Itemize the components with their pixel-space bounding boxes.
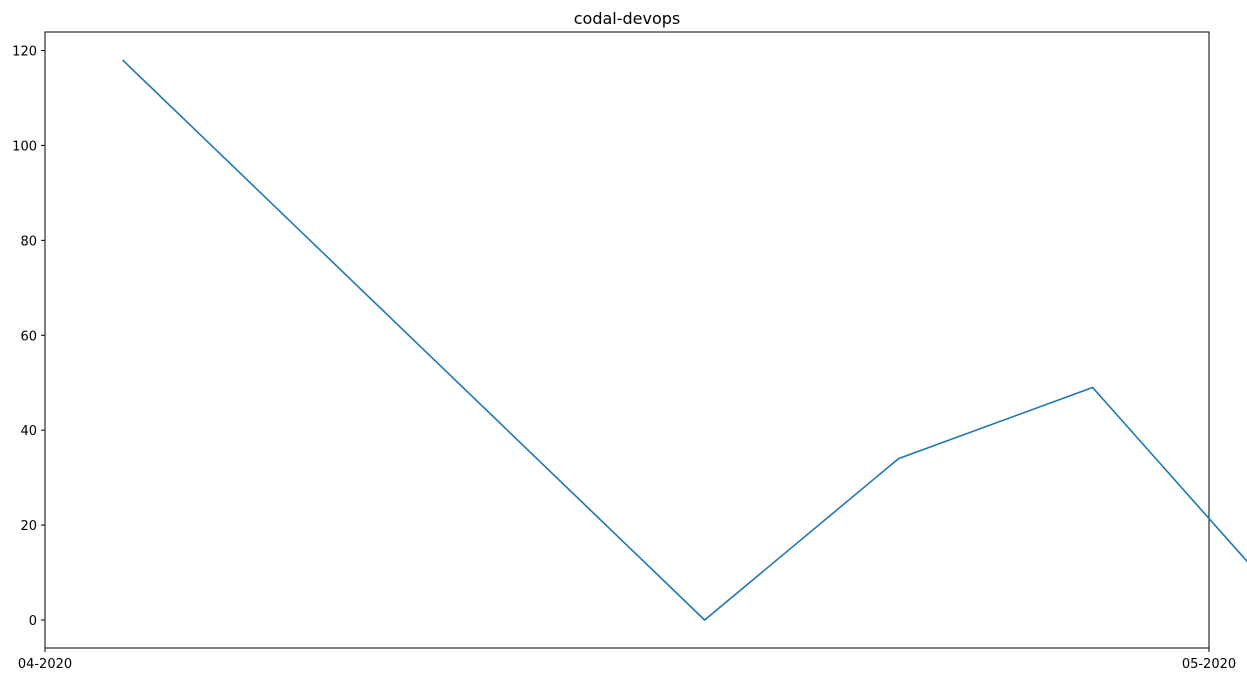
series-line (122, 59, 1247, 622)
y-tick-label: 80 (20, 234, 37, 249)
chart-title: codal-devops (574, 9, 681, 28)
y-tick-label: 100 (12, 139, 37, 154)
y-tick-label: 40 (20, 424, 37, 439)
plot-area (44, 31, 1210, 649)
y-tick-label: 20 (20, 519, 37, 534)
series-group (122, 59, 1247, 622)
x-tick-label: 05-2020 (1182, 657, 1236, 672)
y-axis: 0 20 40 60 80 100 120 (12, 45, 45, 629)
y-tick-label: 60 (20, 329, 37, 344)
x-tick-label: 04-2020 (18, 657, 72, 672)
x-axis: 04-2020 05-2020 (18, 648, 1236, 672)
y-tick-label: 0 (29, 614, 37, 629)
y-tick-label: 120 (12, 45, 37, 60)
